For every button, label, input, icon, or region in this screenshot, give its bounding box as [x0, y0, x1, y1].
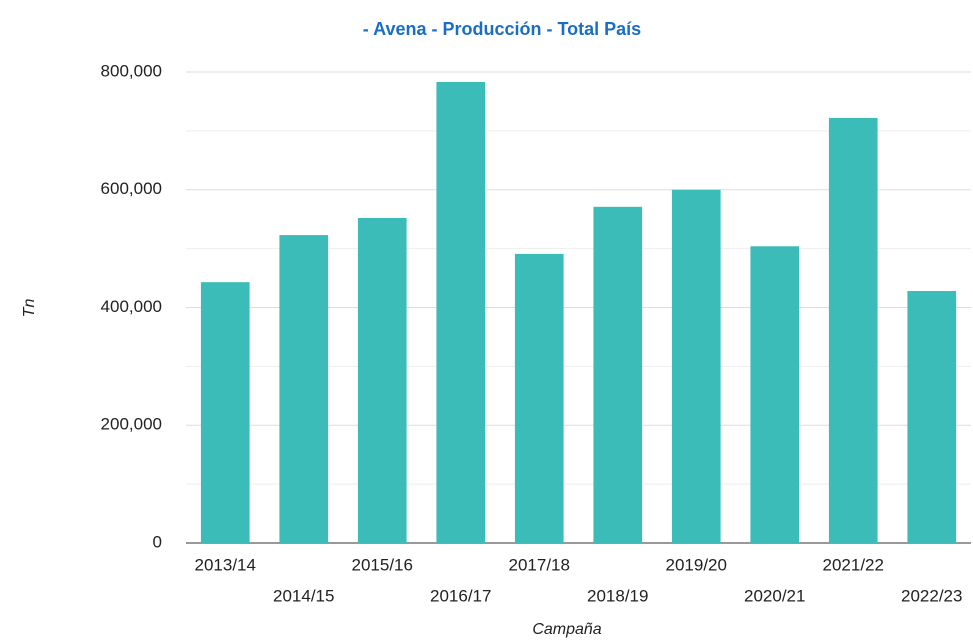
x-tick-label: 2022/23	[901, 586, 962, 605]
bar	[200, 282, 250, 543]
bar	[514, 253, 564, 543]
x-tick-label: 2021/22	[823, 555, 884, 574]
y-tick-label: 0	[153, 532, 162, 551]
x-tick-label: 2015/16	[352, 555, 413, 574]
bar	[828, 117, 878, 544]
bar	[279, 235, 329, 544]
x-tick-label: 2018/19	[587, 586, 648, 605]
bar	[436, 82, 486, 543]
x-tick-label: 2016/17	[430, 586, 491, 605]
bar	[907, 291, 957, 543]
bar	[593, 206, 643, 544]
x-axis-title: Campaña	[532, 621, 601, 638]
x-tick-label: 2017/18	[509, 555, 570, 574]
bar	[750, 246, 800, 543]
x-tick-label: 2020/21	[744, 586, 805, 605]
bar	[671, 189, 721, 543]
chart-title: - Avena - Producción - Total País	[363, 19, 641, 39]
bar	[357, 218, 407, 543]
y-tick-label: 200,000	[101, 415, 162, 434]
y-tick-label: 800,000	[101, 61, 162, 80]
x-tick-label: 2013/14	[195, 555, 256, 574]
x-tick-label: 2014/15	[273, 586, 334, 605]
y-tick-label: 400,000	[101, 297, 162, 316]
x-tick-label: 2019/20	[666, 555, 727, 574]
y-axis-title: Tn	[21, 299, 38, 318]
y-tick-label: 600,000	[101, 179, 162, 198]
